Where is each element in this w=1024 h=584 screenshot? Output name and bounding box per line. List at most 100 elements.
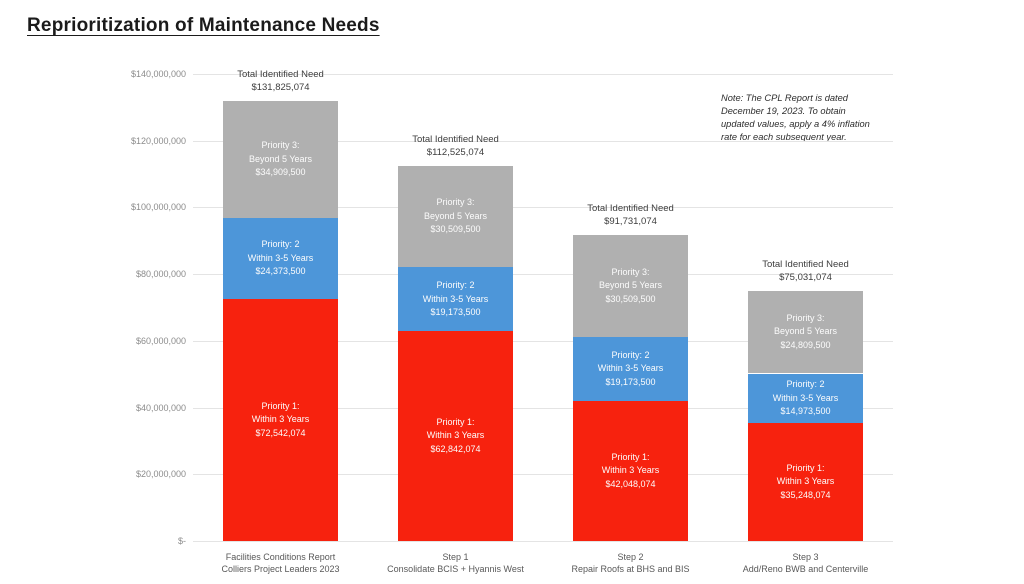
segment-label-line: $14,973,500 <box>780 406 831 417</box>
segment-label-line: Priority 3: <box>786 312 825 323</box>
bar-segment-priority-2: Priority: 2 Within 3-5 Years $14,973,500 <box>748 373 863 424</box>
segment-label-line: Beyond 5 Years <box>423 210 488 221</box>
y-axis-tick-label: $100,000,000 <box>130 202 186 213</box>
chart-note: Note: The CPL Report is dated December 19… <box>721 92 907 144</box>
total-label-value: $112,525,074 <box>426 146 485 158</box>
segment-label: Priority 1: Within 3 Years $35,248,074 <box>777 462 835 503</box>
x-axis-label-line: Add/Reno BWB and Centerville <box>742 564 869 574</box>
bar-segment-priority-1: Priority 1: Within 3 Years $35,248,074 <box>748 423 863 541</box>
x-axis-category-label: Step 2 Repair Roofs at BHS and BIS <box>543 551 718 575</box>
y-axis-tick-label: $40,000,000 <box>135 402 186 413</box>
segment-label: Priority: 2 Within 3-5 Years $14,973,500 <box>773 378 839 419</box>
x-axis-category-label: Facilities Conditions Report Colliers Pro… <box>193 551 368 575</box>
total-label-title: Total Identified Need <box>762 258 849 270</box>
bar-segment-priority-3: Priority 3: Beyond 5 Years $30,509,500 <box>573 235 688 337</box>
bar-segment-priority-3: Priority 3: Beyond 5 Years $24,809,500 <box>748 290 863 374</box>
y-axis-tick-label: $120,000,000 <box>130 135 186 146</box>
total-label-title: Total Identified Need <box>587 203 674 215</box>
chart-note-line: rate for each subsequent year. <box>721 132 847 142</box>
y-axis-tick-label: $60,000,000 <box>135 335 186 346</box>
total-identified-need-label: Total Identified Need $91,731,074 <box>543 202 718 228</box>
segment-label-line: Priority: 2 <box>786 379 825 390</box>
chart-note-line: updated values, apply a 4% inflation <box>721 119 870 129</box>
segment-label-line: $62,842,074 <box>430 443 481 454</box>
segment-label-line: Beyond 5 Years <box>248 153 313 164</box>
bar-segment-priority-3: Priority 3: Beyond 5 Years $30,509,500 <box>398 165 513 268</box>
gridline <box>193 474 893 476</box>
plot-area: $140,000,000 $120,000,000 $100,000,000 $80,… <box>131 69 893 574</box>
segment-label-line: Priority 3: <box>261 140 300 151</box>
segment-label: Priority: 2 Within 3-5 Years $19,173,500 <box>423 279 489 320</box>
total-label-title: Total Identified Need <box>237 69 324 81</box>
bar-segment-priority-1: Priority 1: Within 3 Years $72,542,074 <box>223 299 338 541</box>
y-axis-tick-label: $80,000,000 <box>135 269 186 280</box>
segment-label-line: Within 3-5 Years <box>422 293 489 304</box>
segment-label-line: Priority 1: <box>786 462 825 473</box>
segment-label-line: Beyond 5 Years <box>773 326 838 337</box>
bar-column: Priority 1: Within 3 Years $72,542,074 Prio… <box>193 69 368 541</box>
gridline <box>193 74 893 75</box>
segment-label-line: Within 3 Years <box>776 476 835 487</box>
total-label-title: Total Identified Need <box>412 133 499 145</box>
total-identified-need-label: Total Identified Need $112,525,074 <box>368 133 543 159</box>
bar-segment-priority-2: Priority: 2 Within 3-5 Years $19,173,500 <box>573 336 688 401</box>
segment-label-line: Within 3-5 Years <box>247 252 314 263</box>
x-axis-label-line: Step 1 <box>442 552 469 562</box>
gridline <box>193 274 893 276</box>
segment-label-line: Priority: 2 <box>611 349 650 360</box>
segment-label-line: Priority 3: <box>611 266 650 277</box>
bar-segment-priority-2: Priority: 2 Within 3-5 Years $19,173,500 <box>398 267 513 332</box>
total-label-value: $75,031,074 <box>779 271 832 283</box>
segment-label-line: Priority 3: <box>436 197 475 208</box>
segment-label-line: $72,542,074 <box>255 427 306 438</box>
segment-label: Priority 3: Beyond 5 Years $30,509,500 <box>599 266 662 307</box>
total-identified-need-label: Total Identified Need $75,031,074 <box>718 258 893 284</box>
segment-label-line: $19,173,500 <box>430 307 481 318</box>
gridline <box>193 541 893 542</box>
y-axis-tick-label: $20,000,000 <box>135 469 186 480</box>
segment-label: Priority 1: Within 3 Years $72,542,074 <box>252 400 310 441</box>
segment-label-line: $30,509,500 <box>430 224 481 235</box>
segment-label-line: Priority: 2 <box>436 280 475 291</box>
segment-label-line: $24,373,500 <box>255 266 306 277</box>
segment-label: Priority 3: Beyond 5 Years $34,909,500 <box>249 139 312 180</box>
gridline <box>193 340 893 342</box>
segment-label-line: $34,909,500 <box>255 167 306 178</box>
segment-label: Priority 1: Within 3 Years $42,048,074 <box>602 451 660 492</box>
x-axis-label-line: Colliers Project Leaders 2023 <box>221 564 340 574</box>
segment-label-line: $35,248,074 <box>780 489 831 500</box>
segment-label-line: Priority: 2 <box>261 239 300 250</box>
segment-label-line: Within 3-5 Years <box>772 392 839 403</box>
segment-label-line: $24,809,500 <box>780 339 831 350</box>
bar-column: Priority 1: Within 3 Years $35,248,074 Prio… <box>718 74 893 541</box>
segment-label: Priority: 2 Within 3-5 Years $19,173,500 <box>598 349 664 390</box>
segment-label: Priority 1: Within 3 Years $62,842,074 <box>427 416 485 457</box>
x-axis-label-line: Repair Roofs at BHS and BIS <box>571 564 690 574</box>
gridline <box>193 140 893 142</box>
bar-segment-priority-2: Priority: 2 Within 3-5 Years $24,373,500 <box>223 217 338 300</box>
segment-label-line: Priority 1: <box>261 400 300 411</box>
bar-column: Priority 1: Within 3 Years $62,842,074 Prio… <box>368 74 543 541</box>
segment-label-line: $19,173,500 <box>605 376 656 387</box>
bar-segment-priority-1: Priority 1: Within 3 Years $62,842,074 <box>398 331 513 541</box>
x-axis-label-line: Step 3 <box>792 552 819 562</box>
segment-label: Priority 3: Beyond 5 Years $24,809,500 <box>774 312 837 353</box>
x-axis-label-line: Step 2 <box>617 552 644 562</box>
segment-label-line: $30,509,500 <box>605 293 656 304</box>
segment-label-line: Within 3 Years <box>251 414 310 425</box>
chart-note-line: December 19, 2023. To obtain <box>721 106 846 116</box>
segment-label-line: Beyond 5 Years <box>598 280 663 291</box>
segment-label-line: Within 3 Years <box>601 465 660 476</box>
total-label-value: $91,731,074 <box>604 216 657 228</box>
y-axis-tick-label: $- <box>177 536 186 546</box>
y-axis-tick-label: $140,000,000 <box>130 69 186 79</box>
total-identified-need-label: Total Identified Need $131,825,074 <box>193 68 368 94</box>
segment-label-line: Priority 1: <box>611 451 650 462</box>
segment-label: Priority 3: Beyond 5 Years $30,509,500 <box>424 196 487 237</box>
x-axis-label-line: Consolidate BCIS + Hyannis West <box>387 564 524 574</box>
gridline <box>193 207 893 209</box>
segment-label-line: Within 3 Years <box>426 430 485 441</box>
x-axis-label-line: Facilities Conditions Report <box>225 552 336 562</box>
segment-label-line: $42,048,074 <box>605 478 656 489</box>
